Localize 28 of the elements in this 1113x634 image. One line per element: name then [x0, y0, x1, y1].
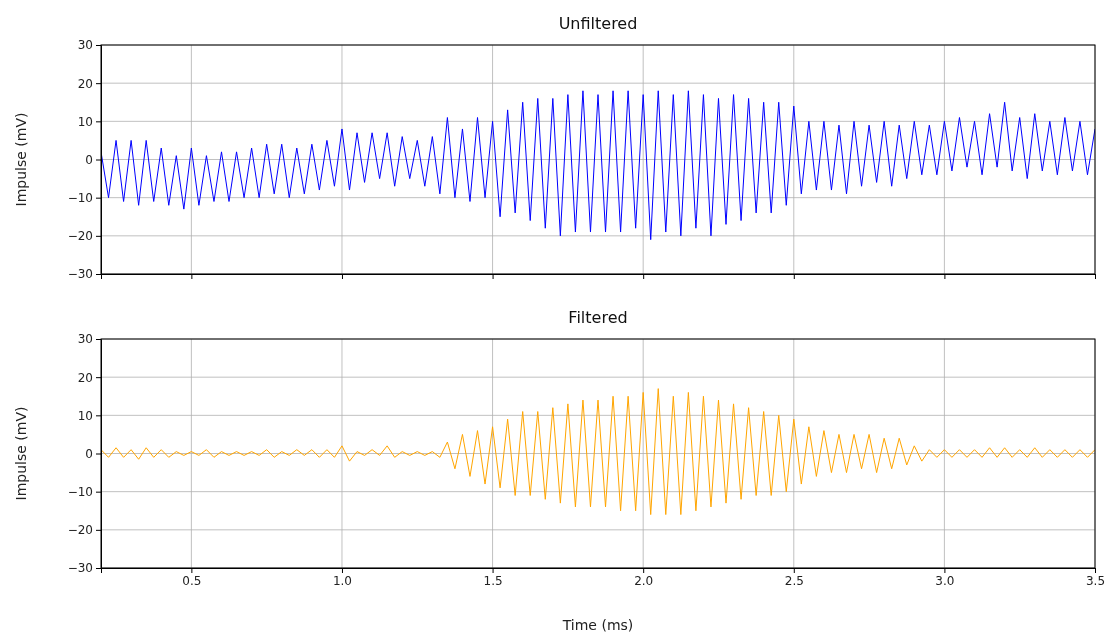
x-axis-title: Time (ms) — [561, 617, 634, 633]
y-tick-label: 10 — [77, 114, 93, 129]
x-tick-label: 2.5 — [784, 573, 804, 588]
line-series — [101, 90, 1095, 241]
y-tick-label: −10 — [67, 485, 93, 500]
line-series — [101, 388, 1095, 516]
x-tick-label: 2.0 — [634, 573, 654, 588]
chart-title: Unfiltered — [558, 14, 638, 33]
chart-title: Filtered — [568, 308, 628, 327]
y-tick-label: 0 — [85, 446, 93, 461]
y-tick-label: 20 — [77, 370, 93, 385]
y-axis-title: Impulse (mV) — [13, 112, 29, 207]
y-tick-label: 20 — [77, 76, 93, 91]
y-tick-label: −30 — [67, 561, 93, 576]
y-axis-title: Impulse (mV) — [13, 406, 29, 501]
x-tick-label: 1.0 — [332, 573, 353, 588]
y-tick-label: 30 — [77, 38, 93, 53]
x-tick-label: 3.0 — [935, 573, 955, 588]
y-tick-label: −10 — [67, 191, 93, 206]
x-tick-label: 1.5 — [483, 573, 503, 588]
y-tick-label: 0 — [85, 152, 93, 167]
x-tick-label: 0.5 — [182, 573, 202, 588]
y-tick-label: 10 — [77, 408, 93, 423]
y-tick-label: −30 — [67, 267, 93, 282]
y-tick-label: −20 — [67, 229, 93, 244]
x-tick-label: 3.5 — [1085, 573, 1106, 588]
y-tick-label: −20 — [67, 523, 93, 538]
y-tick-label: 30 — [77, 332, 93, 347]
